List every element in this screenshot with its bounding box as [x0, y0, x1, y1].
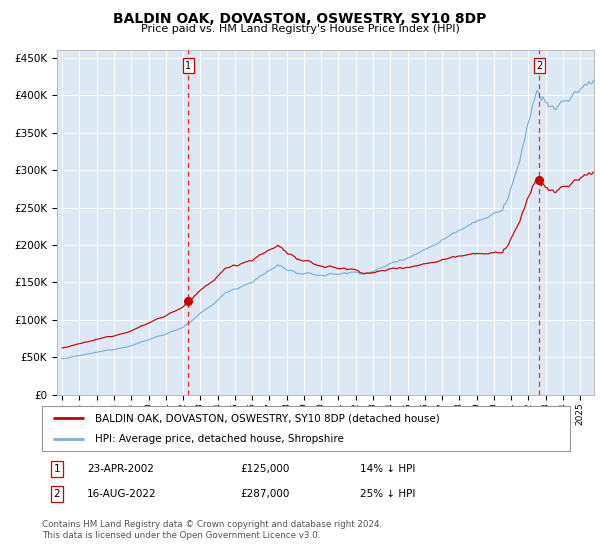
Text: HPI: Average price, detached house, Shropshire: HPI: Average price, detached house, Shro… [95, 433, 344, 444]
Text: 14% ↓ HPI: 14% ↓ HPI [360, 464, 415, 474]
Text: 23-APR-2002: 23-APR-2002 [87, 464, 154, 474]
Text: £287,000: £287,000 [240, 489, 289, 499]
Text: 1: 1 [53, 464, 61, 474]
FancyBboxPatch shape [42, 406, 570, 451]
Text: Price paid vs. HM Land Registry's House Price Index (HPI): Price paid vs. HM Land Registry's House … [140, 24, 460, 34]
Text: 1: 1 [185, 61, 191, 71]
Text: 2: 2 [53, 489, 61, 499]
Text: £125,000: £125,000 [240, 464, 289, 474]
Text: 2: 2 [536, 61, 542, 71]
Text: 16-AUG-2022: 16-AUG-2022 [87, 489, 157, 499]
Text: BALDIN OAK, DOVASTON, OSWESTRY, SY10 8DP (detached house): BALDIN OAK, DOVASTON, OSWESTRY, SY10 8DP… [95, 413, 440, 423]
Text: 25% ↓ HPI: 25% ↓ HPI [360, 489, 415, 499]
Text: This data is licensed under the Open Government Licence v3.0.: This data is licensed under the Open Gov… [42, 531, 320, 540]
Text: Contains HM Land Registry data © Crown copyright and database right 2024.: Contains HM Land Registry data © Crown c… [42, 520, 382, 529]
Text: BALDIN OAK, DOVASTON, OSWESTRY, SY10 8DP: BALDIN OAK, DOVASTON, OSWESTRY, SY10 8DP [113, 12, 487, 26]
